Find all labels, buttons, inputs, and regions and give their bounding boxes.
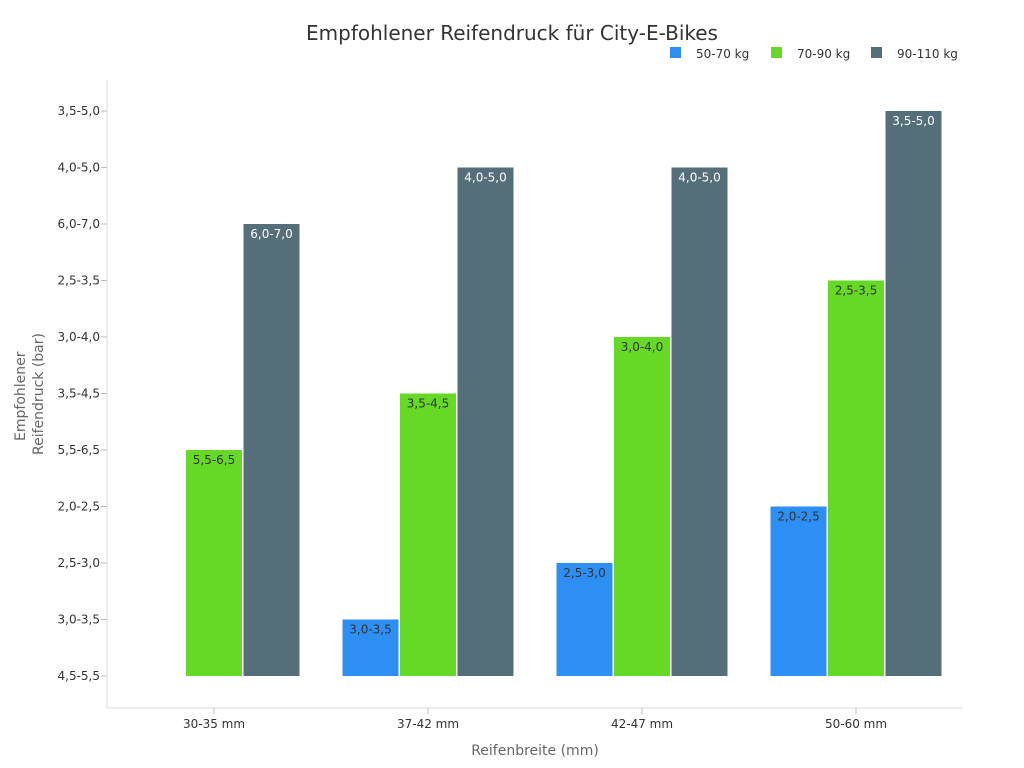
legend-item[interactable]: 70-90 kg [771,47,850,61]
y-tick-label: 4,5-5,5 [58,669,101,683]
y-axis-ticks: 4,5-5,5 3,0-3,5 2,5-3,0 2,0-2,5 5,5-6,5 3,5-4… [58,104,107,683]
legend-label: 50-70 kg [696,47,749,61]
bar-data-label: 2,5-3,5 [835,284,878,298]
y-tick-label: 2,5-3,0 [58,556,101,570]
x-tick-label: 50-60 mm [825,717,887,731]
y-tick-label: 3,0-4,0 [58,330,101,344]
bar [556,563,613,676]
chart-title: Empfohlener Reifendruck für City-E-Bikes [306,21,718,45]
bar-data-label: 3,0-4,0 [621,340,664,354]
bar-data-label: 3,5-4,5 [407,397,450,411]
bars: 5,5-6,5 6,0-7,0 3,0-3,5 3,5-4,5 4,0-5,0 2,5-3… [186,111,942,676]
bar-data-label: 2,5-3,0 [563,566,606,580]
y-tick-label: 4,0-5,0 [58,161,101,175]
bar [243,224,300,676]
y-tick-label: 2,5-3,5 [58,274,101,288]
bar [614,337,670,676]
y-axis-title-line-1: Empfohlener [13,351,29,441]
legend: 50-70 kg 70-90 kg 90-110 kg [670,47,958,61]
bar [770,506,827,676]
legend-label: 90-110 kg [897,47,958,61]
y-tick-label: 6,0-7,0 [58,217,101,231]
legend-swatch [670,47,681,58]
y-tick-label: 3,0-3,5 [58,613,101,627]
bar [342,619,399,676]
y-axis-title: Empfohlener Reifendruck (bar) [13,333,47,455]
x-axis-ticks: 30-35 mm 37-42 mm 42-47 mm 50-60 mm [183,708,887,731]
x-tick-label: 30-35 mm [183,717,245,731]
bar [828,280,884,676]
bar-data-label: 4,0-5,0 [678,171,721,185]
bar [457,167,514,676]
y-tick-label: 3,5-5,0 [58,104,101,118]
x-tick-label: 42-47 mm [611,717,673,731]
bar-data-label: 2,0-2,5 [777,510,820,524]
legend-item[interactable]: 90-110 kg [871,47,958,61]
y-tick-label: 3,5-4,5 [58,387,101,401]
legend-swatch [771,47,782,58]
bar-data-label: 6,0-7,0 [250,227,293,241]
y-tick-label: 2,0-2,5 [58,500,101,514]
x-tick-label: 37-42 mm [397,717,459,731]
x-axis-title: Reifenbreite (mm) [471,743,599,759]
y-axis-title-line-2: Reifendruck (bar) [31,333,47,455]
bar [400,393,456,676]
bar-data-label: 3,0-3,5 [349,623,392,637]
legend-item[interactable]: 50-70 kg [670,47,749,61]
legend-swatch [871,47,882,58]
bar [186,450,242,676]
bar-data-label: 3,5-5,0 [892,114,935,128]
bar-data-label: 5,5-6,5 [193,453,236,467]
y-tick-label: 5,5-6,5 [58,443,101,457]
legend-label: 70-90 kg [797,47,850,61]
bar [671,167,728,676]
bar [885,111,942,676]
bar-data-label: 4,0-5,0 [464,171,507,185]
